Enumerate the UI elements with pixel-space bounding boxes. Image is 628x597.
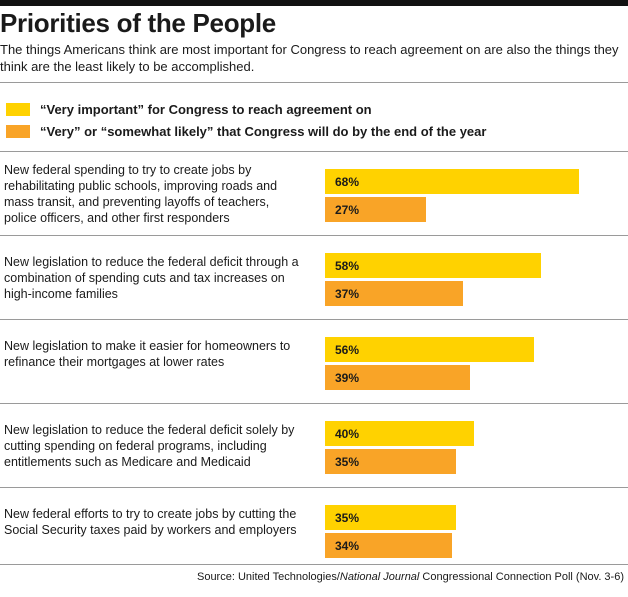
category-label: New federal efforts to try to create job… [4,507,297,537]
chart-group: New legislation to reduce the federal de… [0,236,628,320]
legend-item-important: “Very important” for Congress to reach a… [6,101,372,117]
divider [0,403,628,404]
category-label: New legislation to make it easier for ho… [4,339,291,369]
category-label: New legislation to reduce the federal de… [4,255,299,301]
bar-likely: 37% [325,281,463,306]
chart-title: Priorities of the People [0,8,276,38]
bar-likely: 27% [325,197,426,222]
bar-important: 35% [325,505,456,530]
divider [0,235,628,236]
bar-likely: 34% [325,533,452,558]
legend-swatch-important [6,102,30,116]
bar-important: 68% [325,169,579,194]
chart-group: New legislation to reduce the federal de… [0,404,628,488]
divider [0,487,628,488]
legend-item-likely: “Very” or “somewhat likely” that Congres… [6,123,486,139]
divider [0,564,628,565]
chart-group: New federal spending to try to create jo… [0,152,628,236]
bar-value-label: 27% [335,202,360,217]
legend-label-likely: “Very” or “somewhat likely” that Congres… [40,123,487,139]
bar-value-label: 37% [335,286,360,301]
bar-value-label: 39% [335,370,360,385]
category-label: New federal spending to try to create jo… [4,163,278,225]
bar-value-label: 58% [335,258,360,273]
divider [0,319,628,320]
bar-value-label: 40% [335,426,360,441]
chart-group: New federal efforts to try to create job… [0,488,628,572]
category-label: New legislation to reduce the federal de… [4,423,295,469]
bar-likely: 35% [325,449,456,474]
bar-value-label: 35% [335,510,360,525]
source-suffix: Congressional Connection Poll (Nov. 3-6) [419,571,624,583]
bar-important: 40% [325,421,474,446]
bar-likely: 39% [325,365,470,390]
bar-value-label: 56% [335,342,360,357]
source-prefix: Source: United Technologies/ [196,571,340,583]
chart-group: New legislation to make it easier for ho… [0,320,628,404]
legend-swatch-likely [6,124,30,138]
legend-label-important: “Very important” for Congress to reach a… [40,101,372,117]
bar-important: 56% [325,337,534,362]
bar-value-label: 35% [335,454,360,469]
bar-value-label: 34% [335,538,360,553]
bar-value-label: 68% [335,174,360,189]
divider [0,82,628,83]
top-rule [0,0,628,6]
source-note: Source: United Technologies/National Jou… [197,571,624,583]
bar-important: 58% [325,253,541,278]
divider [0,151,628,152]
source-publication: National Journal [339,571,420,583]
chart-subtitle: The things Americans think are most impo… [0,42,619,74]
